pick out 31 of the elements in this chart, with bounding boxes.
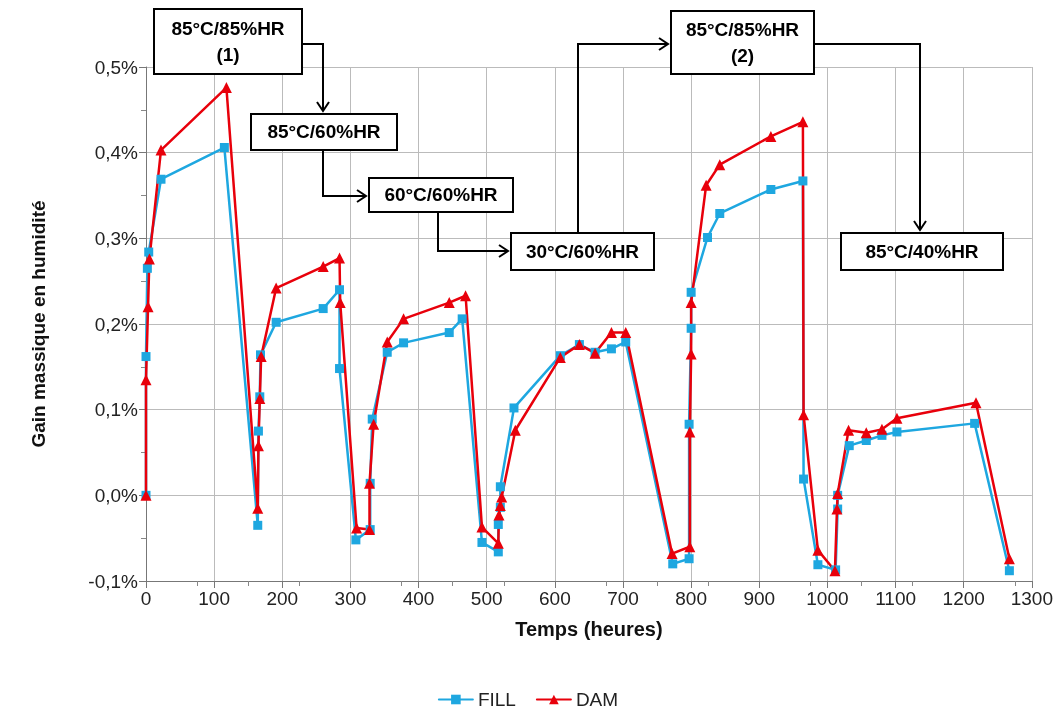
x-tick-label: 1000	[806, 588, 849, 609]
x-tick-label: 0	[140, 588, 152, 609]
annotation: 30°C/60%HR	[510, 232, 655, 271]
y-tick-label: -0,1%	[88, 570, 139, 592]
x-tick-label: 200	[266, 588, 299, 609]
x-tick-label: 800	[675, 588, 707, 609]
x-axis-title: Temps (heures)	[515, 618, 663, 640]
annotation: 85°C/60%HR	[250, 113, 398, 151]
x-tick-label: 700	[607, 588, 639, 609]
x-tick-label: 1200	[942, 588, 985, 609]
text: 85°C/85%HR (1)	[153, 8, 303, 75]
x-tick-label: 600	[539, 588, 571, 609]
y-tick-label: 0,2%	[94, 313, 139, 335]
x-tick-label: 100	[198, 588, 230, 609]
legend-label: FILL	[477, 689, 516, 710]
y-tick-label: 0,1%	[94, 399, 139, 421]
x-tick-label: 300	[334, 588, 367, 609]
x-tick-label: 900	[743, 588, 776, 609]
y-tick-label: 0,0%	[94, 484, 139, 506]
y-tick-label: 0,3%	[94, 227, 139, 249]
x-tick-label: 400	[402, 588, 435, 609]
x-tick-label: 1300	[1010, 588, 1054, 609]
text: 85°C/85%HR (2)	[670, 10, 815, 75]
annotation: 60°C/60%HR	[368, 177, 514, 213]
y-tick-label: 0,5%	[94, 56, 139, 78]
legend-label: DAM	[575, 689, 619, 710]
y-tick-label: 0,4%	[94, 142, 139, 164]
x-tick-label: 500	[470, 588, 503, 609]
x-tick-label: 1100	[875, 588, 917, 609]
y-axis-title: Gain massique en humidité	[28, 200, 49, 448]
annotation: 85°C/40%HR	[840, 232, 1004, 271]
